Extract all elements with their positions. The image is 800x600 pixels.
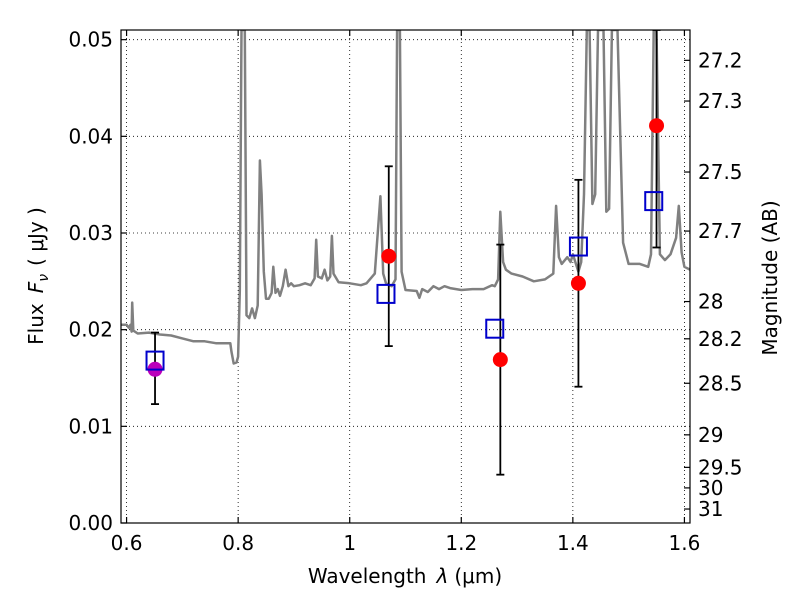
y-tick-label-5: 0.05 <box>68 28 113 52</box>
x-axis-label: Wavelength λ (μm) <box>308 564 502 588</box>
grid-lines <box>121 30 690 523</box>
y-axis-label-unit: ( μJy ) <box>24 207 48 266</box>
y-tick-label-3: 0.03 <box>68 221 113 245</box>
spectrum-line <box>121 30 690 365</box>
model-point-2 <box>485 318 505 339</box>
observed-markers <box>381 118 665 368</box>
model-point-0 <box>145 350 165 371</box>
observed-point-0 <box>381 248 397 264</box>
right-tick-label-4: 28 <box>698 290 723 314</box>
x-axis-label-symbol: λ <box>436 564 449 588</box>
y-tick-label-1: 0.01 <box>68 414 113 438</box>
right-axis-label: Magnitude (AB) <box>758 200 782 355</box>
right-tick-label-9: 30 <box>698 476 723 500</box>
model-markers <box>145 191 664 371</box>
right-tick-label-0: 27.2 <box>698 48 743 72</box>
observed-point-3 <box>649 118 665 134</box>
x-axis-label-prefix: Wavelength <box>308 564 427 588</box>
x-tick-label-2: 1 <box>343 531 356 555</box>
x-axis-label-unit: (μm) <box>454 564 502 588</box>
y-axis-label-symbol: F <box>24 281 48 293</box>
observed-point-2 <box>570 275 586 291</box>
plot-area-background <box>121 30 690 523</box>
plot-frame <box>120 29 691 524</box>
y-tick-label-2: 0.02 <box>68 318 113 342</box>
right-tick-label-10: 31 <box>698 497 723 521</box>
y-tick-label-4: 0.04 <box>68 124 113 148</box>
y-axis-label: Flux Fν ( μJy ) <box>24 207 52 345</box>
right-tick-label-8: 29.5 <box>698 455 743 479</box>
y-axis-label-prefix: Flux <box>24 303 48 345</box>
observed-point-1 <box>492 352 508 368</box>
x-tick-label-0: 0.6 <box>111 531 143 555</box>
right-tick-label-1: 27.3 <box>698 89 743 113</box>
x-tick-label-4: 1.4 <box>557 531 589 555</box>
right-tick-label-2: 27.5 <box>698 160 743 184</box>
right-tick-label-3: 27.7 <box>698 219 743 243</box>
y-axis-label-subscript: ν <box>36 274 52 282</box>
model-point-3 <box>568 236 588 257</box>
y-tick-label-0: 0.00 <box>68 511 113 535</box>
model-point-4 <box>644 191 664 212</box>
right-tick-label-7: 29 <box>698 423 723 447</box>
x-tick-label-3: 1.2 <box>445 531 477 555</box>
right-tick-label-5: 28.2 <box>698 327 743 351</box>
x-tick-label-5: 1.6 <box>669 531 701 555</box>
x-tick-label-1: 0.8 <box>222 531 254 555</box>
model-point-1 <box>376 283 396 304</box>
x-axis-ticks: 0.6 0.8 1 1.2 1.4 1.6 <box>111 30 701 555</box>
right-tick-label-6: 28.5 <box>698 371 743 395</box>
y-axis-ticks: 0.00 0.01 0.02 0.03 0.04 0.05 <box>68 28 127 535</box>
